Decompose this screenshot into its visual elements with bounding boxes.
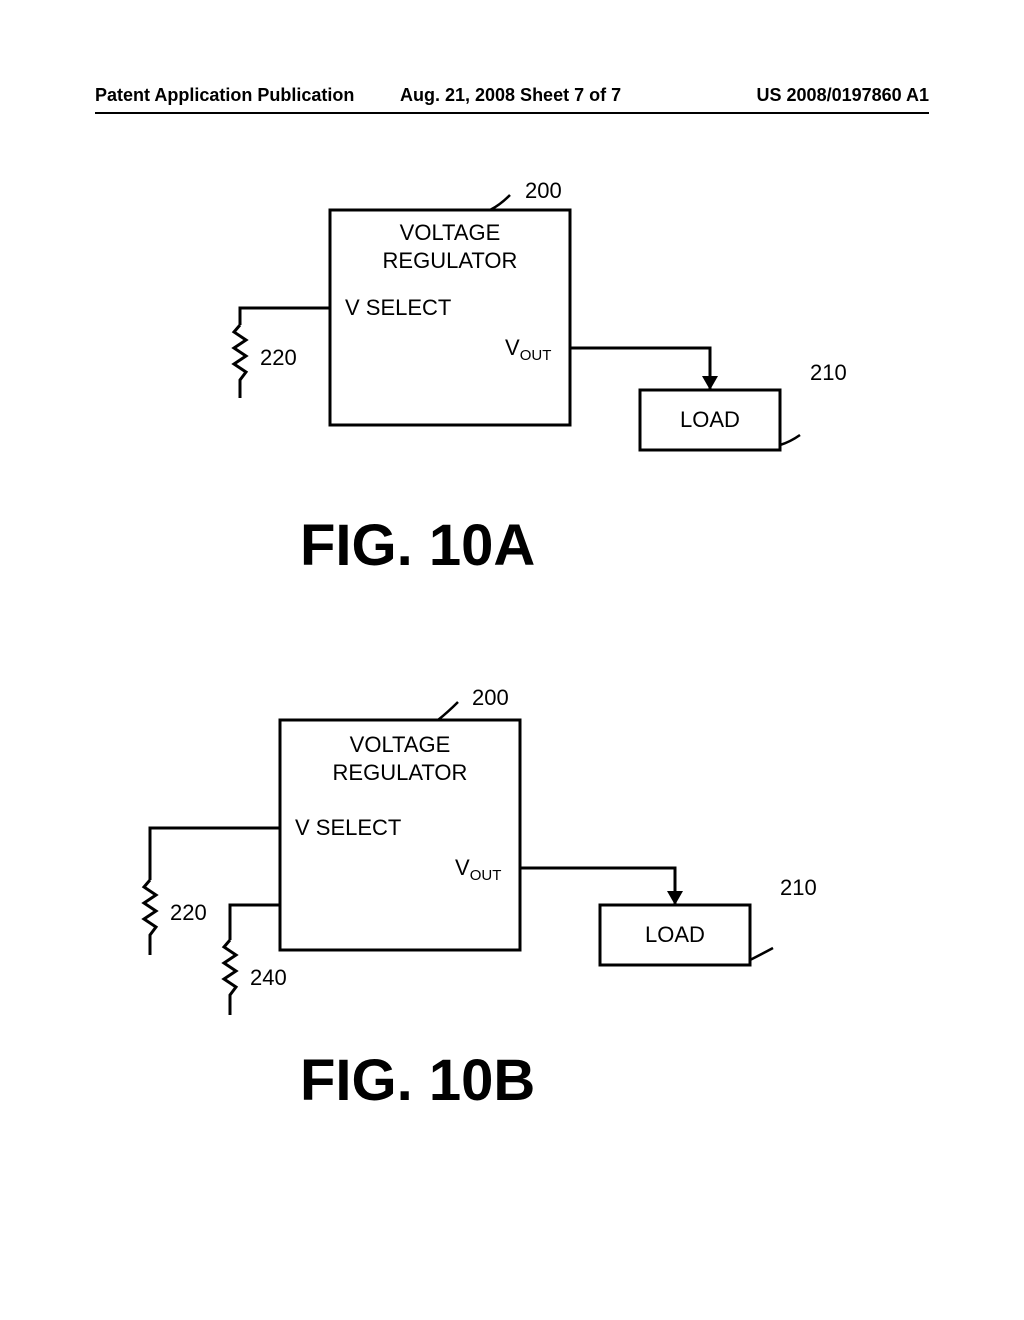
header-left: Patent Application Publication — [95, 85, 354, 106]
ref-200-b: 200 — [472, 685, 509, 710]
fig-10b-title: FIG. 10B — [300, 1048, 535, 1113]
ref-220-b: 220 — [170, 900, 207, 925]
resistor-220-icon — [234, 325, 246, 398]
load-label: LOAD — [680, 407, 740, 432]
header-right: US 2008/0197860 A1 — [757, 85, 929, 106]
regulator-line1-b: VOLTAGE — [350, 732, 451, 757]
regulator-line1: VOLTAGE — [400, 220, 501, 245]
regulator-line2-b: REGULATOR — [333, 760, 468, 785]
fig-10b: VOLTAGE REGULATOR V SELECT VOUT 200 220 … — [0, 680, 1024, 1180]
vselect-wire — [240, 308, 330, 325]
leader-210 — [780, 435, 800, 445]
arrowhead-load — [702, 376, 718, 390]
page: Patent Application Publication Aug. 21, … — [0, 0, 1024, 1320]
vselect-wire-b2 — [230, 905, 280, 940]
ref-210: 210 — [810, 360, 847, 385]
regulator-line2: REGULATOR — [383, 248, 518, 273]
leader-200-b — [438, 702, 458, 720]
vselect-label-b: V SELECT — [295, 815, 401, 840]
fig-10a: VOLTAGE REGULATOR V SELECT VOUT 200 220 … — [0, 180, 1024, 600]
leader-200 — [490, 195, 510, 210]
vout-label: VOUT — [505, 335, 551, 364]
vselect-wire-b1 — [150, 828, 280, 880]
ref-240-b: 240 — [250, 965, 287, 990]
ref-210-b: 210 — [780, 875, 817, 900]
load-label-b: LOAD — [645, 922, 705, 947]
vout-label-b: VOUT — [455, 855, 501, 884]
arrowhead-load-b — [667, 891, 683, 905]
vout-wire — [570, 348, 710, 390]
header: Patent Application Publication Aug. 21, … — [0, 85, 1024, 115]
fig-10a-title: FIG. 10A — [300, 513, 535, 578]
vselect-label: V SELECT — [345, 295, 451, 320]
ref-220: 220 — [260, 345, 297, 370]
leader-210-b — [750, 948, 773, 960]
resistor-240-icon — [224, 940, 236, 1015]
vout-wire-b — [520, 868, 675, 905]
header-center: Aug. 21, 2008 Sheet 7 of 7 — [400, 85, 621, 106]
resistor-220-icon-b — [144, 880, 156, 955]
ref-200: 200 — [525, 180, 562, 203]
header-rule — [95, 112, 929, 114]
